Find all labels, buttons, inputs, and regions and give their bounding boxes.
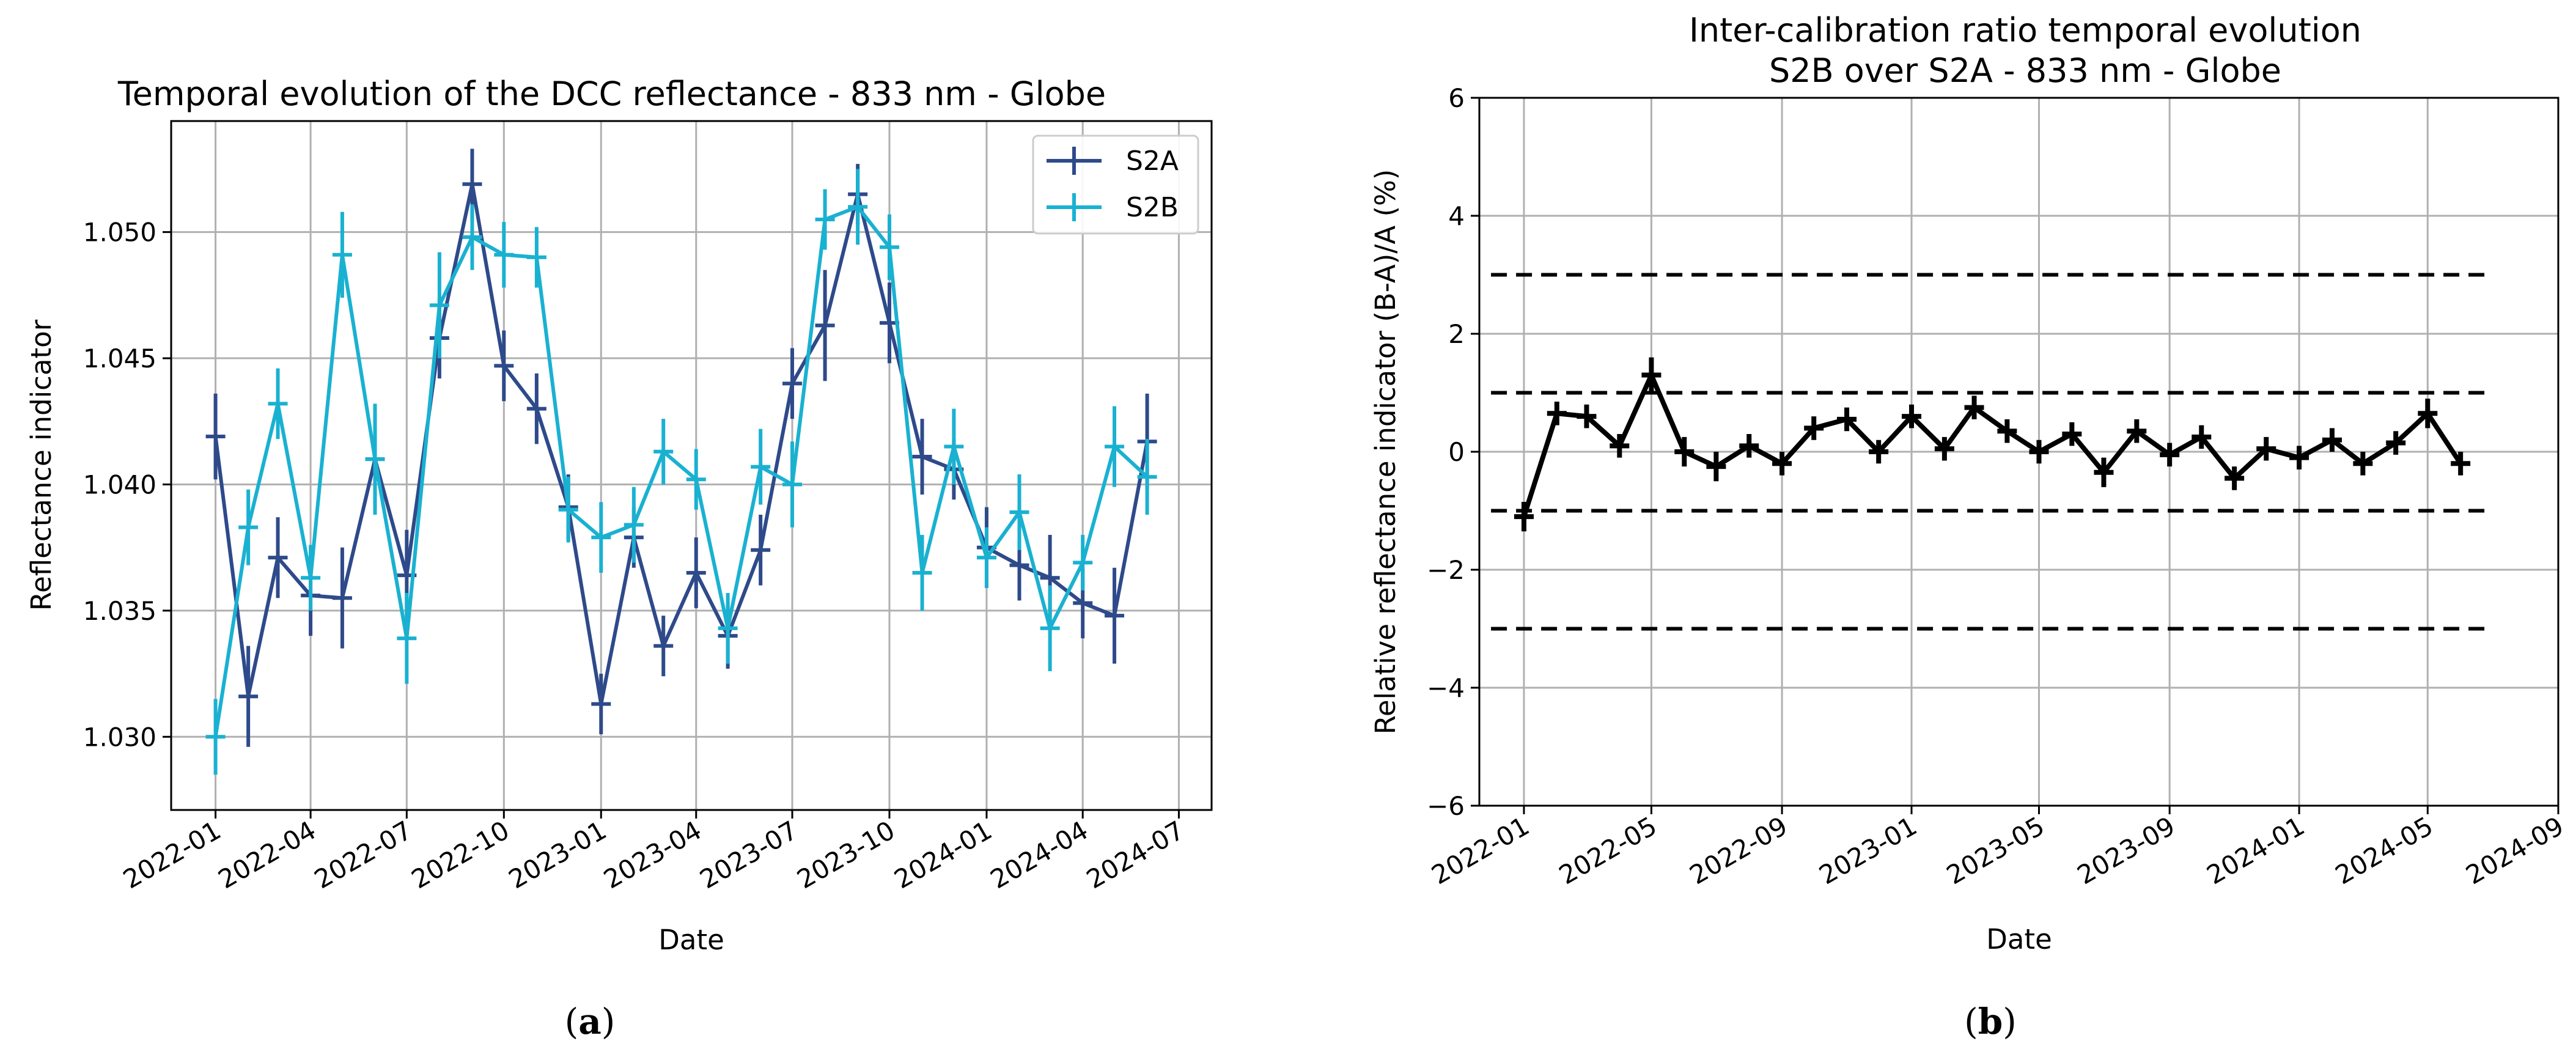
a-y-tick-label: 1.035 [83, 596, 156, 626]
a-series-line [213, 205, 1149, 737]
b-y-tick-label: 6 [1448, 83, 1465, 113]
panel-a-y-ticks: 1.030 1.035 1.040 1.045 1.050 [83, 218, 171, 752]
legend-s2b-label: S2B [1126, 192, 1179, 223]
b-series-0 [1514, 357, 2471, 532]
b-y-tick-label: 0 [1448, 437, 1465, 467]
panel-b-series [1514, 357, 2471, 532]
panel-a-caption-label: a [578, 1001, 602, 1042]
panel-b-reference-lines [1491, 273, 2493, 631]
panel-b-y-axis-label: Relative reflectance indicator (B-A)/A (… [1369, 169, 1402, 735]
panel-b-subtitle: S2B over S2A - 833 nm - Globe [1769, 51, 2281, 90]
a-series-1 [205, 169, 1157, 775]
b-y-tick-label: −2 [1427, 555, 1465, 585]
panel-a-y-axis-label: Reflectance indicator [25, 319, 57, 611]
panel-a-caption: (a) [565, 1001, 616, 1042]
a-y-tick-label: 1.050 [83, 218, 156, 248]
b-y-tick-label: −6 [1427, 791, 1465, 821]
panel-a-chart: Temporal evolution of the DCC reflectanc… [25, 75, 1213, 1042]
panel-b-caption-label: b [1978, 1001, 2003, 1042]
b-y-tick-label: 4 [1448, 201, 1465, 231]
panel-a-plot-frame [170, 120, 1213, 811]
b-y-tick-label: 2 [1448, 319, 1465, 349]
panel-a-x-axis-label: Date [658, 924, 724, 956]
panel-a-legend: S2A S2B [1032, 134, 1199, 235]
b-series-line [1522, 372, 2463, 518]
panel-b-caption: (b) [1964, 1001, 2017, 1042]
a-y-tick-label: 1.030 [83, 722, 156, 752]
panel-b-title: Inter-calibration ratio temporal evoluti… [1689, 11, 2361, 50]
legend-s2a-label: S2A [1126, 145, 1179, 177]
panel-a-series [205, 149, 1157, 775]
a-y-tick-label: 1.045 [83, 344, 156, 374]
panel-a-title: Temporal evolution of the DCC reflectanc… [117, 75, 1106, 113]
panel-b-y-ticks: −6 −4 −2 0 2 4 6 [1427, 83, 1479, 821]
b-y-tick-label: −4 [1427, 673, 1465, 703]
panel-b-x-axis-label: Date [1986, 923, 2052, 955]
a-y-tick-label: 1.040 [83, 469, 156, 499]
